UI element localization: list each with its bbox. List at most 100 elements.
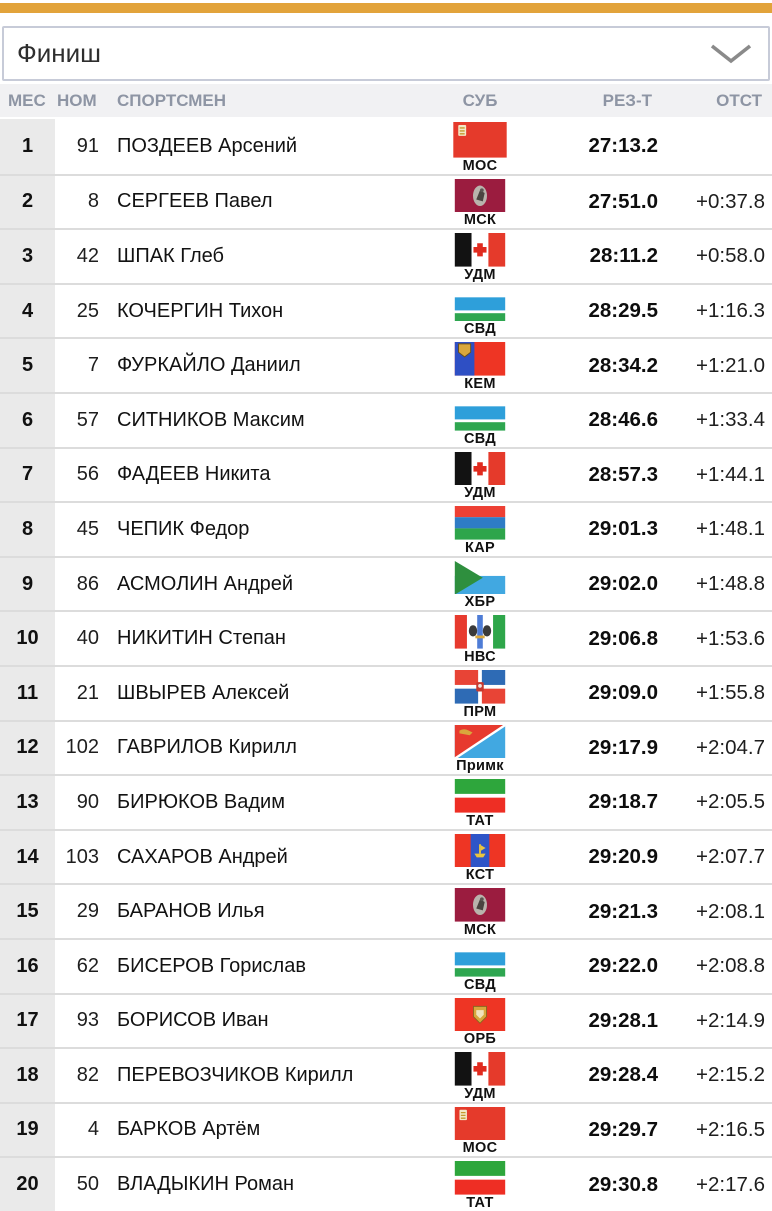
region-code: КСТ: [465, 867, 495, 884]
athlete-name: СЕРГЕЕВ Павел: [117, 190, 273, 213]
table-row: 3 42 ШПАК Глеб УДМ 28:11.2 +0:58.0: [0, 228, 772, 283]
place-cell: 14: [0, 830, 55, 884]
gap-time: +1:16.3: [696, 299, 765, 323]
place-cell: 17: [0, 994, 55, 1048]
table-row: 15 29 БАРАНОВ Илья МСК 29:21.3 +2:08.1: [0, 883, 772, 938]
place-cell: 5: [0, 339, 55, 392]
region-cell: МСК: [420, 885, 540, 938]
gap-time: +2:08.1: [696, 899, 765, 923]
gap-time: +2:04.7: [696, 735, 765, 759]
bib-cell: 42: [76, 244, 99, 267]
header-result: РЕЗ-Т: [602, 90, 652, 110]
athlete-name: БИСЕРОВ Горислав: [117, 954, 306, 977]
result-time: 29:21.3: [588, 899, 658, 923]
stage-select[interactable]: Финиш: [2, 26, 770, 81]
table-row: 12 102 ГАВРИЛОВ Кирилл Примк 29:17.9 +2:04.7: [0, 719, 772, 775]
result-time: 29:28.4: [588, 1063, 658, 1087]
athlete-name: АСМОЛИН Андрей: [117, 572, 294, 595]
region-code: Примк: [456, 758, 504, 775]
result-time: 29:06.8: [588, 626, 658, 650]
region-code: УДМ: [464, 1085, 496, 1102]
region-code: СВД: [464, 976, 496, 993]
place-cell: 13: [0, 776, 55, 829]
bib-cell: 93: [76, 1009, 99, 1032]
bib-cell: 45: [76, 517, 99, 540]
gap-time: +1:53.6: [696, 626, 765, 650]
region-cell: СВД: [420, 285, 540, 338]
bib-cell: 7: [87, 354, 99, 377]
athlete-name: БАРКОВ Артём: [117, 1118, 261, 1141]
bib-cell: 91: [76, 134, 99, 157]
gap-time: +1:48.8: [696, 572, 765, 596]
table-row: 10 40 НИКИТИН Степан НВС 29:06.8 +1:53.6: [0, 610, 772, 665]
bib-cell: 21: [76, 681, 99, 704]
region-cell: ХБР: [420, 558, 540, 611]
result-time: 28:34.2: [588, 353, 658, 377]
bib-cell: 29: [76, 900, 99, 923]
region-code: МСК: [463, 212, 497, 229]
athlete-name: БИРЮКОВ Вадим: [117, 790, 285, 813]
table-row: 1 91 ПОЗДЕЕВ Арсений МОС 27:13.2: [0, 119, 772, 174]
region-flag-icon: [454, 779, 506, 813]
region-cell: ТАТ: [420, 1158, 540, 1211]
result-time: 29:18.7: [588, 790, 658, 814]
gap-time: +2:08.8: [696, 954, 765, 978]
result-time: 29:22.0: [588, 954, 658, 978]
result-time: 29:30.8: [588, 1172, 658, 1196]
table-row: 11 21 ШВЫРЕВ Алексей ПРМ 29:09.0 +1:55.8: [0, 664, 772, 720]
stage-select-value: Финиш: [17, 38, 102, 68]
region-code: НВС: [464, 648, 496, 665]
region-cell: КЕМ: [420, 339, 540, 392]
bib-cell: 56: [76, 463, 99, 486]
region-flag-icon: [454, 506, 506, 540]
table-row: 14 103 САХАРОВ Андрей КСТ 29:20.9 +2:07.7: [0, 828, 772, 884]
athlete-name: СИТНИКОВ Максим: [117, 408, 305, 431]
header-place: МЕС: [8, 90, 46, 110]
bib-cell: 25: [76, 299, 99, 322]
region-cell: МОС: [420, 119, 540, 174]
header-bib: НОМ: [57, 90, 97, 110]
region-cell: КСТ: [420, 831, 540, 884]
table-row: 16 62 БИСЕРОВ Горислав СВД 29:22.0 +2:08.8: [0, 937, 772, 993]
table-row: 7 56 ФАДЕЕВ Никита УДМ 28:57.3 +1:44.1: [0, 446, 772, 502]
place-cell: 16: [0, 939, 55, 993]
gap-time: +1:33.4: [696, 408, 765, 432]
bib-cell: 90: [76, 790, 99, 813]
region-code: ПРМ: [463, 703, 497, 720]
result-time: 29:17.9: [588, 735, 658, 759]
table-row: 17 93 БОРИСОВ Иван ОРБ 29:28.1 +2:14.9: [0, 992, 772, 1048]
table-row: 8 45 ЧЕПИК Федор КАР 29:01.3 +1:48.1: [0, 501, 772, 556]
gap-time: +2:15.2: [696, 1063, 765, 1087]
bib-cell: 4: [87, 1118, 99, 1141]
region-flag-icon: [454, 560, 506, 595]
header-gap: ОТСТ: [716, 90, 762, 110]
result-time: 28:29.5: [588, 299, 658, 323]
region-flag-icon: [454, 287, 506, 322]
region-code: УДМ: [464, 485, 496, 502]
athlete-name: ЧЕПИК Федор: [117, 517, 250, 540]
athlete-name: ФУРКАЙЛО Даниил: [117, 354, 301, 377]
athlete-name: НИКИТИН Степан: [117, 627, 286, 650]
region-code: ОРБ: [463, 1031, 497, 1048]
athlete-name: ПОЗДЕЕВ Арсений: [117, 134, 298, 157]
athlete-name: БОРИСОВ Иван: [117, 1009, 269, 1032]
region-code: СВД: [464, 321, 496, 338]
region-cell: СВД: [420, 940, 540, 993]
gap-time: +1:21.0: [696, 353, 765, 377]
table-row: 4 25 КОЧЕРГИН Тихон СВД 28:29.5 +1:16.3: [0, 282, 772, 338]
result-time: 29:29.7: [588, 1117, 658, 1141]
athlete-name: САХАРОВ Андрей: [117, 845, 288, 868]
region-flag-icon: [454, 233, 506, 267]
region-flag-icon: [454, 888, 506, 922]
place-cell: 12: [0, 721, 55, 775]
athlete-name: КОЧЕРГИН Тихон: [117, 299, 284, 322]
table-row: 20 50 ВЛАДЫКИН Роман ТАТ 29:30.8 +2:17.6: [0, 1156, 772, 1211]
region-code: УДМ: [464, 266, 496, 283]
header-region: СУБ: [462, 90, 498, 110]
gap-time: +2:17.6: [696, 1172, 765, 1196]
region-cell: УДМ: [420, 449, 540, 502]
region-flag-icon: [454, 342, 506, 376]
place-cell: 20: [0, 1158, 55, 1211]
region-flag-icon: [454, 833, 506, 868]
result-time: 29:09.0: [588, 681, 658, 705]
